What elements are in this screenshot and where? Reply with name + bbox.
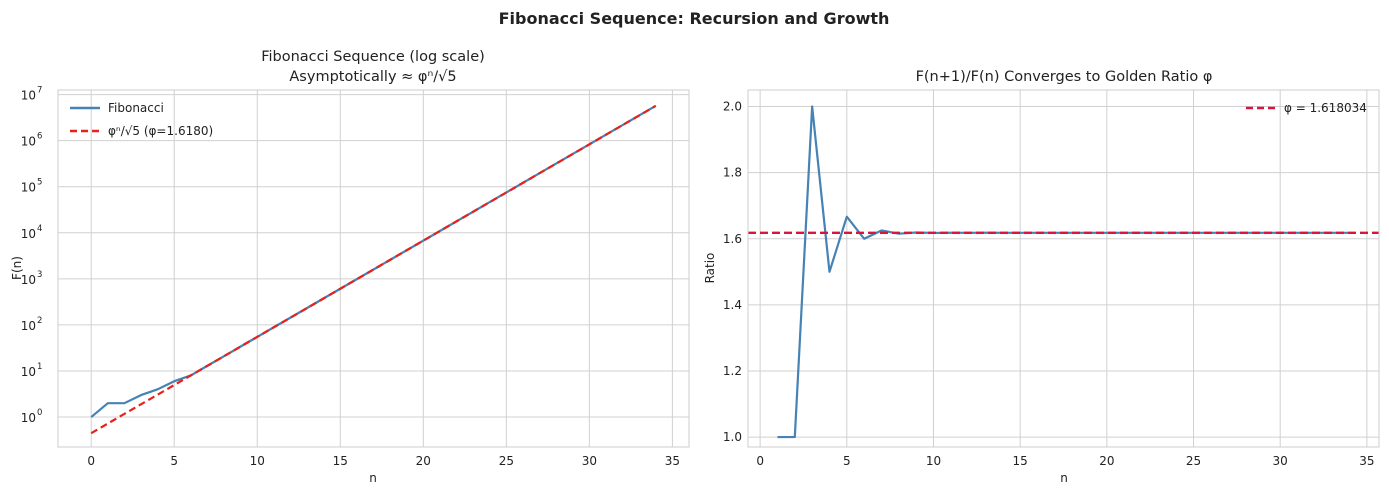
left-chart-legend: Fibonacci φⁿ/√5 (φ=1.6180) [70, 101, 213, 138]
left-chart-xlabel: n [369, 471, 377, 485]
right-chart: F(n+1)/F(n) Converges to Golden Ratio φ … [703, 69, 1380, 485]
right-xtick-label: 35 [1359, 454, 1374, 468]
left-ytick-exponent: 1 [37, 362, 42, 372]
right-chart-frame [747, 89, 1380, 448]
right-chart-title: F(n+1)/F(n) Converges to Golden Ratio φ [916, 69, 1213, 85]
right-ytick-label: 1.4 [723, 298, 742, 312]
left-ytick-label: 10 [21, 89, 36, 103]
right-ytick-label: 1.2 [723, 364, 742, 378]
left-ytick-label: 10 [21, 319, 36, 333]
right-chart-xlabel: n [1060, 471, 1068, 485]
right-xtick-label: 0 [756, 454, 764, 468]
left-xtick-label: 10 [250, 454, 265, 468]
right-ytick-label: 1.6 [723, 232, 742, 246]
right-xtick-label: 5 [843, 454, 851, 468]
right-ytick-label: 2.0 [723, 100, 742, 114]
left-ytick-exponent: 0 [37, 408, 42, 418]
left-ytick-label: 10 [21, 135, 36, 149]
right-xtick-label: 30 [1273, 454, 1288, 468]
left-ytick-exponent: 4 [37, 224, 42, 234]
left-ytick-exponent: 5 [37, 178, 42, 188]
left-ytick-label: 10 [21, 181, 36, 195]
left-xtick-label: 30 [582, 454, 597, 468]
left-chart: Fibonacci Sequence (log scale) Asymptoti… [10, 49, 690, 485]
left-chart-title-line2: Asymptotically ≈ φⁿ/√5 [289, 69, 456, 85]
left-ytick-exponent: 7 [37, 86, 42, 96]
left-chart-series [90, 104, 657, 435]
legend-label-phi: φ = 1.618034 [1284, 101, 1367, 115]
left-ytick-label: 10 [21, 273, 36, 287]
right-xtick-label: 15 [1013, 454, 1028, 468]
left-xtick-label: 0 [87, 454, 95, 468]
fibonacci-series-line [90, 104, 657, 418]
ratio-series-line [777, 105, 1350, 439]
right-chart-series [748, 105, 1379, 439]
left-xtick-label: 35 [665, 454, 680, 468]
legend-label-fibonacci: Fibonacci [108, 101, 164, 115]
right-chart-legend: φ = 1.618034 [1246, 101, 1367, 115]
left-xtick-label: 15 [333, 454, 348, 468]
left-xtick-label: 25 [499, 454, 514, 468]
figure-suptitle: Fibonacci Sequence: Recursion and Growth [499, 9, 890, 28]
right-chart-grid [748, 90, 1379, 447]
right-chart-xticks: 0 5 10 15 20 25 30 35 [756, 454, 1374, 468]
left-ytick-exponent: 3 [37, 270, 42, 280]
left-ytick-label: 10 [21, 411, 36, 425]
left-xtick-label: 5 [170, 454, 178, 468]
right-chart-ylabel: Ratio [703, 253, 717, 284]
approximation-series-line [90, 104, 657, 435]
left-ytick-label: 10 [21, 365, 36, 379]
right-xtick-label: 10 [926, 454, 941, 468]
left-xtick-label: 20 [416, 454, 431, 468]
left-chart-grid [58, 90, 689, 447]
left-ytick-label: 10 [21, 227, 36, 241]
right-chart-yticks: 1.0 1.2 1.4 1.6 1.8 2.0 [723, 100, 742, 445]
right-xtick-label: 20 [1099, 454, 1114, 468]
right-ytick-label: 1.8 [723, 166, 742, 180]
left-ytick-exponent: 6 [37, 132, 42, 142]
left-chart-ylabel: F(n) [10, 256, 24, 280]
left-ytick-exponent: 2 [37, 316, 42, 326]
left-chart-frame [57, 89, 690, 448]
left-chart-title-line1: Fibonacci Sequence (log scale) [261, 49, 485, 65]
right-ytick-label: 1.0 [723, 430, 742, 444]
left-chart-xticks: 0 5 10 15 20 25 30 35 [87, 454, 680, 468]
legend-label-approx: φⁿ/√5 (φ=1.6180) [108, 124, 213, 138]
right-xtick-label: 25 [1186, 454, 1201, 468]
